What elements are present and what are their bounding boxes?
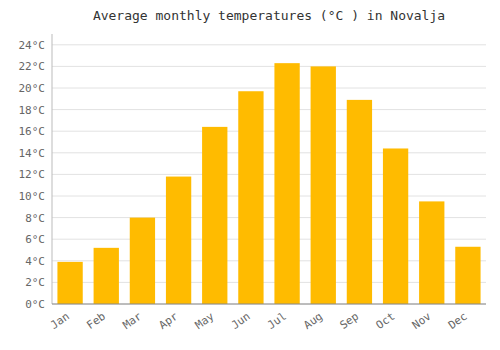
y-axis-line (52, 34, 53, 304)
x-tick-label: Aug (301, 310, 325, 332)
bar (57, 262, 82, 304)
title: Average monthly temperatures (°C ) in No… (93, 8, 445, 23)
y-tick-label: 12°C (19, 168, 46, 181)
grid-line (52, 109, 486, 110)
x-tick-label: Dec (446, 310, 470, 332)
bars (57, 63, 480, 304)
x-tick-label: Apr (157, 310, 181, 332)
grid-line (52, 66, 486, 67)
bar (238, 91, 263, 304)
x-tick-label: Mar (120, 310, 144, 332)
y-tick-label: 24°C (19, 39, 46, 52)
grid-line (52, 174, 486, 175)
grid-line (52, 44, 486, 45)
y-tick-label: 0°C (25, 298, 45, 311)
bar (383, 148, 408, 304)
y-tick-label: 4°C (25, 255, 45, 268)
x-tick-label: Jan (48, 310, 72, 332)
bar (130, 218, 155, 304)
y-tick-label: 18°C (19, 104, 46, 117)
chart: Average monthly temperatures (°C ) in No… (0, 0, 500, 350)
y-tick-label: 10°C (19, 190, 46, 203)
bar (166, 177, 191, 304)
bar (311, 66, 336, 304)
bar (419, 201, 444, 304)
y-tick-label: 2°C (25, 276, 45, 289)
x-tick-label: Feb (84, 310, 108, 332)
grid-line (52, 152, 486, 153)
x-tick-label: Jul (265, 310, 289, 332)
x-axis-line (52, 304, 486, 305)
bar (94, 248, 119, 304)
grid-line (52, 88, 486, 89)
grid-line (52, 131, 486, 132)
y-tick-label: 20°C (19, 82, 46, 95)
y-tick-label: 8°C (25, 212, 45, 225)
x-tick-label: Nov (410, 310, 434, 332)
y-tick-label: 16°C (19, 125, 46, 138)
grid-line (52, 196, 486, 197)
bar (274, 63, 299, 304)
x-tick-label: May (193, 310, 217, 332)
x-tick-label: Sep (337, 310, 361, 332)
grid (52, 45, 486, 304)
grid-line (52, 304, 486, 305)
x-tick-label: Oct (374, 310, 398, 332)
y-tick-label: 6°C (25, 233, 45, 246)
bar (347, 100, 372, 304)
y-tick-label: 22°C (19, 60, 46, 73)
y-tick-label: 14°C (19, 147, 46, 160)
bar (455, 247, 480, 304)
x-tick-label: Jun (229, 310, 253, 332)
bar (202, 127, 227, 304)
